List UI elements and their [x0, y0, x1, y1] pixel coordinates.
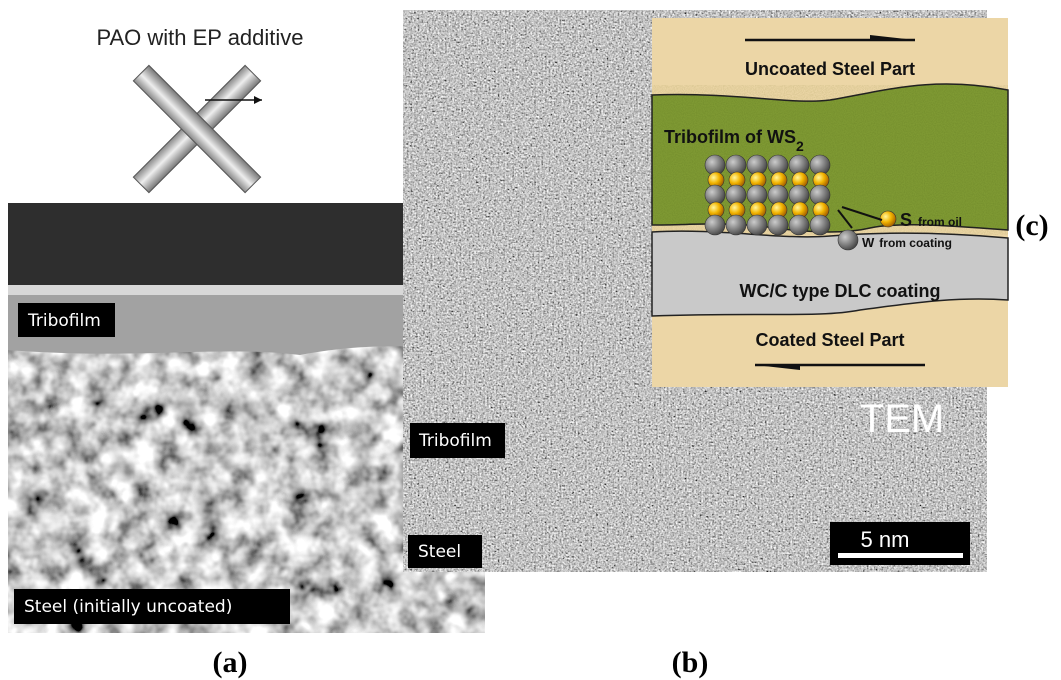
- element: W: [862, 235, 875, 250]
- source: from coating: [879, 236, 952, 250]
- top-part-label: Uncoated Steel Part: [745, 59, 915, 79]
- atom: [838, 230, 858, 250]
- arrow-head: [254, 96, 262, 104]
- subscript: 2: [796, 138, 804, 154]
- element: S: [900, 210, 912, 230]
- page: PAO with EP additive Tribofilm Steel (in…: [0, 0, 1061, 680]
- atom: [880, 211, 896, 227]
- coating-label: WC/C type DLC coating: [740, 281, 941, 301]
- scale-bar-label: 5 nm: [861, 527, 910, 552]
- schematic-label: PAO with EP additive: [96, 25, 303, 50]
- source: from oil: [918, 215, 962, 229]
- method-label: TEM: [860, 397, 944, 441]
- bottom-part-label: Coated Steel Part: [755, 330, 904, 350]
- scale-bar: [838, 553, 963, 558]
- caption: (b): [672, 646, 709, 679]
- atom: [810, 215, 830, 235]
- atom: [726, 215, 746, 235]
- atom: [789, 215, 809, 235]
- caption: (c): [1015, 209, 1048, 242]
- tribofilm-text: Tribofilm of WS: [664, 127, 796, 147]
- steel-label: Steel: [418, 542, 461, 562]
- steel-label: Steel (initially uncoated): [24, 597, 232, 617]
- caption: (a): [213, 646, 248, 679]
- atom: [747, 215, 767, 235]
- tribofilm-label: Tribofilm: [418, 431, 492, 451]
- figure: PAO with EP additive Tribofilm Steel (in…: [0, 0, 1061, 680]
- atom: [705, 215, 725, 235]
- atom: [768, 215, 788, 235]
- tribofilm-label: Tribofilm: [27, 311, 101, 331]
- texture: [652, 85, 1008, 235]
